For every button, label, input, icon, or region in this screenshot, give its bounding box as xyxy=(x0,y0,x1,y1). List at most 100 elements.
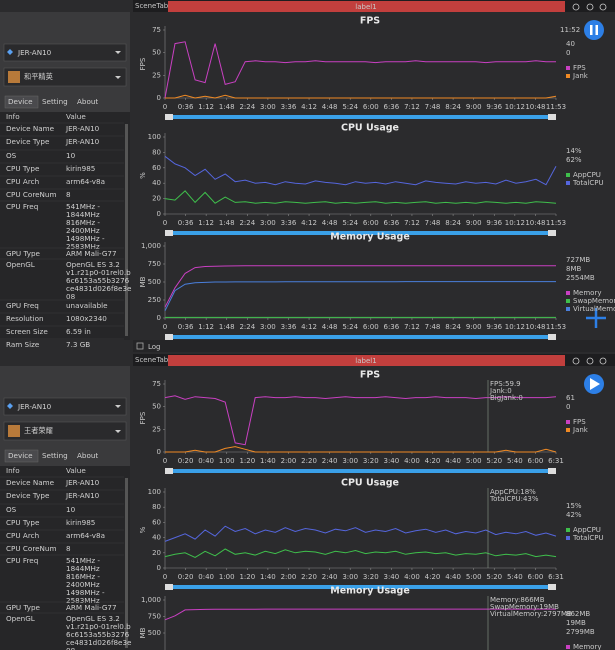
x-tick-label: 1:00 xyxy=(219,457,235,465)
info-label: CPU Type xyxy=(6,164,40,173)
x-tick-label: 6:31 xyxy=(548,573,564,581)
sidebar-tab[interactable]: About xyxy=(77,97,98,106)
legend-swatch xyxy=(566,173,570,177)
y-tick-label: 100 xyxy=(148,488,161,496)
scroll-handle[interactable] xyxy=(165,584,173,590)
log-checkbox[interactable] xyxy=(136,342,144,350)
y-axis-label: MB xyxy=(139,627,147,638)
x-tick-label: 7:12 xyxy=(404,323,420,331)
y-tick-label: 0 xyxy=(157,314,161,322)
tab-selected xyxy=(4,95,39,109)
legend-label: Jank xyxy=(572,72,589,80)
info-value: v1.r21p0-01rel0.b xyxy=(66,268,131,277)
scroll-handle[interactable] xyxy=(165,468,173,474)
scroll-handle[interactable] xyxy=(165,114,173,120)
x-tick-label: 2:24 xyxy=(239,219,255,227)
info-value: 816MHz - xyxy=(66,218,100,227)
app-name[interactable]: 和平精英 xyxy=(24,72,53,81)
time-scrollbar[interactable] xyxy=(165,115,556,119)
legend-label: Jank xyxy=(572,426,589,434)
info-label: OpenGL xyxy=(6,614,35,623)
device-name[interactable]: JER-AN10 xyxy=(17,402,52,411)
info-value: unavailable xyxy=(66,301,108,310)
header-icon[interactable] xyxy=(572,3,580,11)
sidebar-tab[interactable]: Device xyxy=(8,97,33,106)
readout: 14% xyxy=(566,147,582,155)
x-tick-label: 9:00 xyxy=(466,323,482,331)
x-tick-label: 10:48 xyxy=(525,219,545,227)
info-label: OpenGL xyxy=(6,260,35,269)
tooltip-text: VirtualMemory:2797MB xyxy=(490,610,572,618)
x-tick-label: 3:36 xyxy=(281,323,297,331)
y-tick-label: 0 xyxy=(157,564,161,572)
add-button xyxy=(586,308,606,328)
info-value: 2583MHz xyxy=(66,596,100,605)
pause-button[interactable] xyxy=(584,20,604,40)
device-select[interactable] xyxy=(3,397,127,416)
app-select[interactable] xyxy=(3,67,127,87)
log-label[interactable]: Log xyxy=(148,343,161,351)
x-tick-label: 1:40 xyxy=(260,573,276,581)
x-tick-label: 8:24 xyxy=(445,103,461,111)
scroll-handle[interactable] xyxy=(548,468,556,474)
info-value: 6c6153a55b3276 xyxy=(66,630,130,639)
time-scrollbar[interactable] xyxy=(165,469,556,473)
info-label: CPU Arch xyxy=(6,531,39,540)
sidebar-tab[interactable]: About xyxy=(77,451,98,460)
x-tick-label: 2:40 xyxy=(322,573,338,581)
device-icon xyxy=(7,49,13,55)
x-tick-label: 3:00 xyxy=(342,457,358,465)
time-scrollbar[interactable] xyxy=(165,585,556,589)
app-name[interactable]: 王者荣耀 xyxy=(24,426,53,435)
x-tick-label: 10:12 xyxy=(505,323,525,331)
scroll-handle[interactable] xyxy=(548,584,556,590)
info-value: kirin985 xyxy=(66,164,95,173)
dropdown-arrow xyxy=(115,405,121,408)
x-tick-label: 0:20 xyxy=(178,573,194,581)
scroll-handle[interactable] xyxy=(548,114,556,120)
x-tick-label: 5:00 xyxy=(466,457,482,465)
sidebar-tab[interactable]: Device xyxy=(8,451,33,460)
app-select[interactable] xyxy=(3,421,127,441)
header-icon[interactable] xyxy=(599,357,607,365)
header-icon[interactable] xyxy=(599,3,607,11)
header-icon[interactable] xyxy=(586,357,594,365)
y-tick-label: 1,000 xyxy=(141,596,161,604)
legend-label: FPS xyxy=(573,418,586,426)
scroll-handle[interactable] xyxy=(165,230,173,236)
readout: 8MB xyxy=(566,265,581,273)
scene-tab: SceneTab xyxy=(135,356,169,364)
time-scrollbar[interactable] xyxy=(165,335,556,339)
scroll-handle[interactable] xyxy=(548,334,556,340)
y-tick-label: 20 xyxy=(152,195,161,203)
device-select[interactable] xyxy=(3,43,127,62)
tab-selected xyxy=(4,449,39,463)
tab-label[interactable]: label1 xyxy=(355,357,376,365)
info-value: 541MHz - xyxy=(66,202,100,211)
sidebar-tab[interactable]: Setting xyxy=(42,97,68,106)
x-tick-label: 6:31 xyxy=(548,457,564,465)
time-scrollbar[interactable] xyxy=(165,231,556,235)
legend-swatch xyxy=(566,536,570,540)
legend-swatch xyxy=(566,420,570,424)
tab-label[interactable]: label1 xyxy=(355,3,376,11)
y-tick-label: 25 xyxy=(152,71,161,79)
tab[interactable] xyxy=(168,1,565,12)
info-label: Device Type xyxy=(6,491,50,500)
y-tick-label: 75 xyxy=(152,26,161,34)
series-line xyxy=(164,41,556,99)
header-icon[interactable] xyxy=(572,357,580,365)
info-value: 1844MHz xyxy=(66,564,100,573)
info-label: Device Name xyxy=(6,124,55,133)
table-header: Value xyxy=(66,466,86,475)
x-tick-label: 10:48 xyxy=(525,323,545,331)
scroll-handle[interactable] xyxy=(548,230,556,236)
x-tick-label: 7:48 xyxy=(425,103,441,111)
sidebar-tab[interactable]: Setting xyxy=(42,451,68,460)
scroll-handle[interactable] xyxy=(165,334,173,340)
tab[interactable] xyxy=(168,355,565,366)
x-tick-label: 2:20 xyxy=(301,573,317,581)
device-name[interactable]: JER-AN10 xyxy=(17,48,52,57)
header-icon[interactable] xyxy=(586,3,594,11)
app-icon xyxy=(8,71,20,83)
